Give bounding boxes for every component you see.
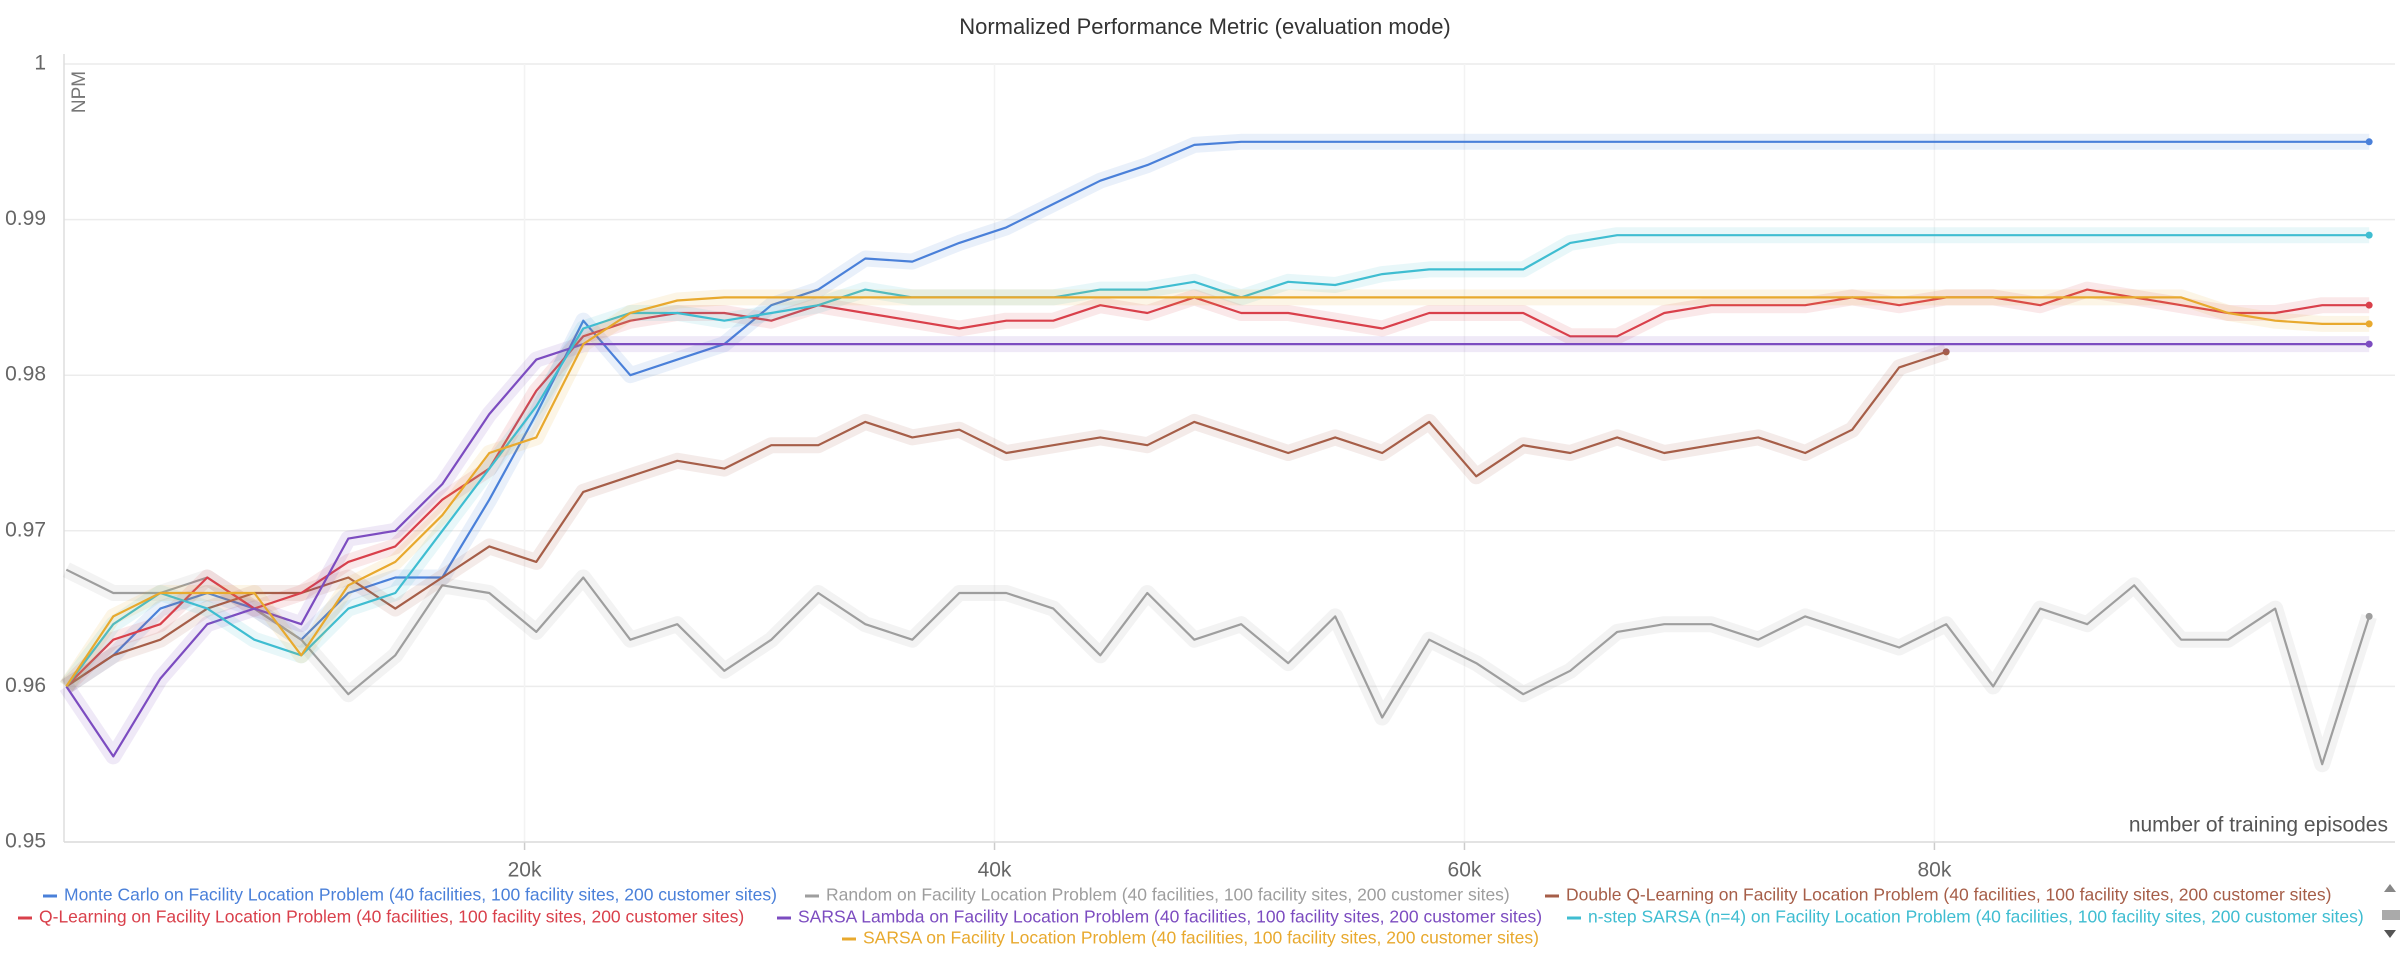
chart-title: Normalized Performance Metric (evaluatio… bbox=[959, 14, 1451, 39]
end-point bbox=[2365, 612, 2373, 620]
scroll-thumb[interactable] bbox=[2382, 910, 2400, 920]
x-tick-label: 80k bbox=[1918, 859, 1952, 882]
end-point bbox=[2365, 301, 2373, 309]
legend-label: Monte Carlo on Facility Location Problem… bbox=[64, 885, 777, 905]
series-band bbox=[61, 344, 1949, 694]
y-tick-label: 0.95 bbox=[5, 830, 46, 853]
legend-label: n-step SARSA (n=4) on Facility Location … bbox=[1588, 907, 2364, 927]
series-line bbox=[65, 350, 1947, 688]
x-tick-label: 60k bbox=[1448, 859, 1482, 882]
end-point bbox=[2365, 138, 2373, 146]
end-point bbox=[2365, 320, 2373, 328]
x-tick-label: 20k bbox=[508, 859, 542, 882]
end-point bbox=[2365, 231, 2373, 239]
y-tick-label: 0.99 bbox=[5, 207, 46, 230]
y-tick-label: 0.97 bbox=[5, 518, 46, 541]
y-tick-label: 0.98 bbox=[5, 363, 46, 386]
y-tick-label: 1 bbox=[34, 52, 46, 75]
series-line bbox=[65, 234, 2370, 688]
legend-label: SARSA Lambda on Facility Location Proble… bbox=[798, 907, 1542, 927]
legend-label: Double Q-Learning on Facility Location P… bbox=[1566, 885, 2332, 905]
series-line bbox=[65, 140, 2370, 688]
series-line bbox=[65, 296, 2370, 688]
legend-scroll[interactable] bbox=[2382, 884, 2400, 938]
y-axis-label: NPM bbox=[69, 71, 90, 113]
scroll-up[interactable] bbox=[2384, 884, 2396, 892]
legend-label: Q-Learning on Facility Location Problem … bbox=[39, 907, 744, 927]
legend-label: Random on Facility Location Problem (40 … bbox=[826, 885, 1510, 905]
y-tick-label: 0.96 bbox=[5, 674, 46, 697]
end-point bbox=[2365, 340, 2373, 348]
scroll-down[interactable] bbox=[2384, 930, 2396, 938]
end-point bbox=[1942, 348, 1950, 356]
series-line bbox=[65, 568, 2371, 766]
x-axis-label: number of training episodes bbox=[2129, 814, 2388, 837]
legend-label: SARSA on Facility Location Problem (40 f… bbox=[863, 928, 1539, 948]
series-line bbox=[65, 343, 2370, 758]
x-tick-label: 40k bbox=[978, 859, 1012, 882]
